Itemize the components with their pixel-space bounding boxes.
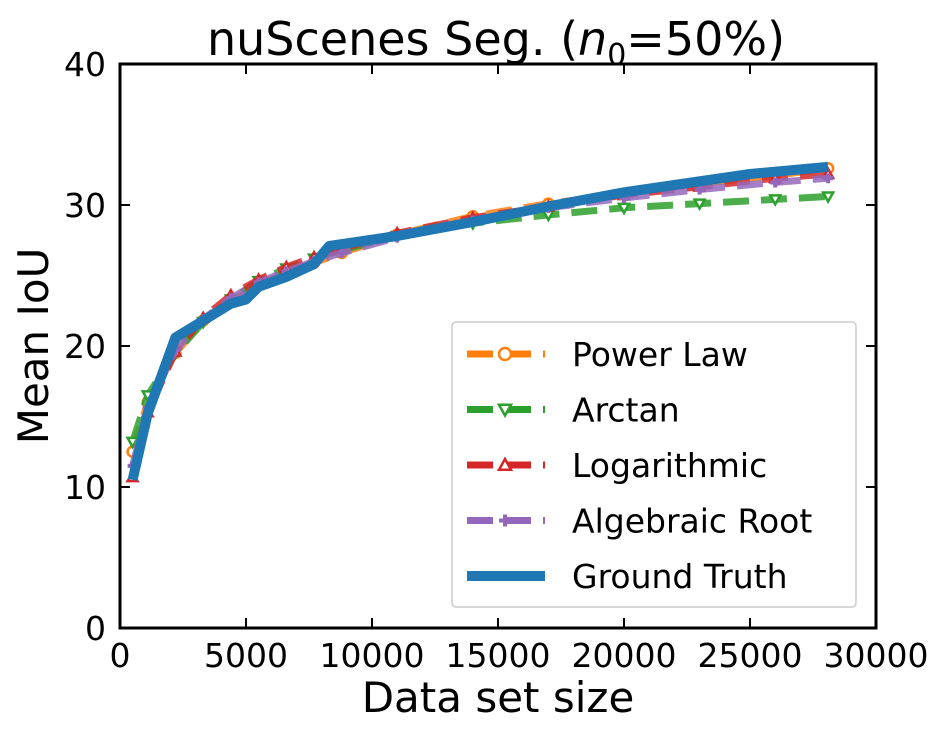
legend-item-ground-truth: Ground Truth [467,557,788,596]
y-tick-label: 10 [64,468,106,507]
chart-title-rest: =50%) [626,12,785,66]
x-axis-title: Data set size [362,673,635,722]
legend-item-algebraic-root: Algebraic Root [467,502,812,541]
chart-title-main: nuScenes Seg. ( [207,12,578,66]
data-point-arctan [125,436,140,450]
chart-title: nuScenes Seg. (n0=50%) [207,12,785,73]
y-tick-label: 30 [64,186,106,225]
y-axis-title: Mean IoU [9,248,58,445]
legend-label: Power Law [572,335,748,374]
legend-label: Ground Truth [572,557,788,596]
legend-marker-logarithmic [496,456,514,472]
axis-ticks: 0 5000 10000 15000 20000 25000 30000 0 10 20 30 40 [64,45,928,675]
data-point-arctan [692,198,707,212]
y-tick-label: 40 [64,45,106,84]
series-ground-truth [127,161,829,482]
legend-label: Algebraic Root [572,502,812,541]
legend-label: Arctan [572,391,680,430]
x-tick-label: 5000 [204,636,288,675]
chart-title-variable: n [578,12,607,66]
x-tick-label: 15000 [446,636,551,675]
x-tick-label: 30000 [824,636,929,675]
legend: Power Law Arctan Logarithmic Algebraic Root… [451,321,857,608]
legend-frame [451,321,857,608]
data-point-algebraic-root [336,247,347,258]
x-tick-label: 0 [110,636,131,675]
y-tick-label: 20 [64,327,106,366]
x-tick-label: 10000 [320,636,425,675]
data-point-arctan [768,194,783,207]
data-point-algebraic-root [770,177,781,188]
data-point-algebraic-root [823,173,834,184]
legend-marker-algebraic-root [499,514,511,527]
series-line-algebraic-root [129,174,829,467]
legend-item-power-law: Power Law [467,335,748,374]
legend-item-arctan: Arctan [467,391,680,430]
plot-area [125,161,836,483]
x-tick-label: 25000 [698,636,803,675]
data-point-arctan [820,191,836,205]
series-line-ground-truth [127,161,829,482]
y-tick-label: 0 [85,609,106,648]
legend-item-logarithmic: Logarithmic [467,446,767,485]
x-tick-label: 20000 [572,636,677,675]
legend-marker-power-law [497,346,513,362]
legend-label: Logarithmic [572,446,767,485]
legend-marker-arctan [496,403,514,419]
data-point-arctan [616,202,632,216]
